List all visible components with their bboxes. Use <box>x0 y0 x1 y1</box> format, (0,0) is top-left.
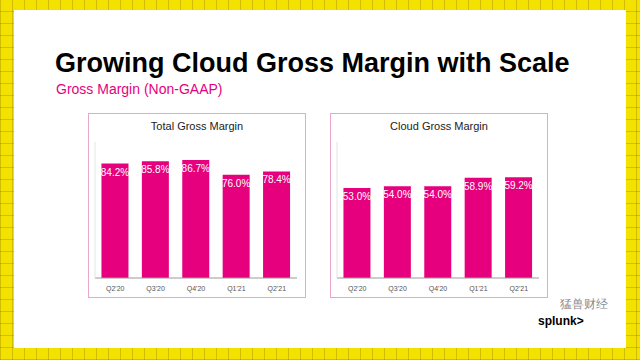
html-text:猛兽财经: 猛兽财经 <box>560 297 608 311</box>
svg-text:86.7%: 86.7% <box>182 163 210 174</box>
svg-text:Q2'20: Q2'20 <box>106 285 125 293</box>
svg-text:78.4%: 78.4% <box>262 174 290 185</box>
svg-text:Q3'20: Q3'20 <box>388 285 407 293</box>
svg-text:54.0%: 54.0% <box>424 189 452 200</box>
html-text:splunk>: splunk> <box>538 314 584 328</box>
svg-text:Q1'21: Q1'21 <box>227 285 246 293</box>
svg-text:Q3'20: Q3'20 <box>146 285 165 293</box>
html-text:Total Gross Margin: Total Gross Margin <box>150 120 244 132</box>
html-text:Growing Cloud Gross Margin wit: Growing Cloud Gross Margin with Scale <box>55 48 570 78</box>
svg-text:Q1'21: Q1'21 <box>469 285 488 293</box>
html-text:Gross Margin (Non-GAAP): Gross Margin (Non-GAAP) <box>56 81 223 97</box>
svg-text:Q2'21: Q2'21 <box>510 285 529 293</box>
svg-text:Q4'20: Q4'20 <box>429 285 448 293</box>
svg-text:Q2'20: Q2'20 <box>348 285 367 293</box>
svg-text:76.0%: 76.0% <box>222 178 250 189</box>
svg-text:59.2%: 59.2% <box>504 180 532 191</box>
html-text:Cloud Gross Margin: Cloud Gross Margin <box>390 120 488 132</box>
svg-text:54.0%: 54.0% <box>383 189 411 200</box>
svg-text:Q4'20: Q4'20 <box>187 285 206 293</box>
svg-text:85.8%: 85.8% <box>141 164 169 175</box>
svg-text:Q2'21: Q2'21 <box>268 285 287 293</box>
svg-text:84.2%: 84.2% <box>101 167 129 178</box>
svg-text:58.9%: 58.9% <box>464 181 492 192</box>
svg-text:53.0%: 53.0% <box>343 191 371 202</box>
